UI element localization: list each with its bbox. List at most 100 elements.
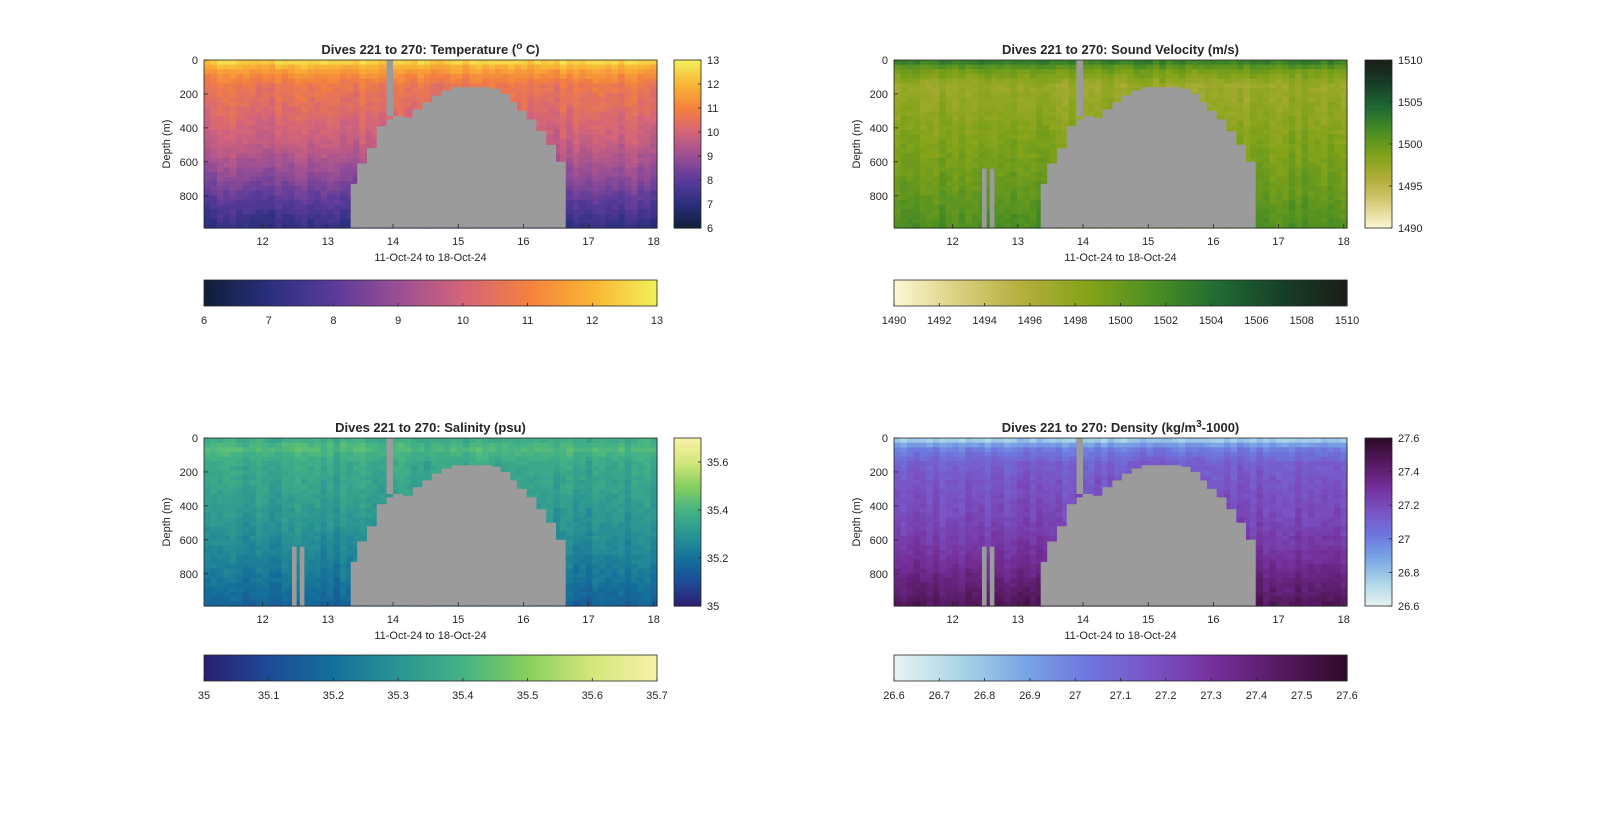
heatmap-cell [1282,83,1290,89]
heatmap-cell [242,60,250,66]
heatmap-cell [365,60,373,66]
heatmap-cell [939,195,947,201]
heatmap-cell [913,158,921,164]
colorbar-swatch [407,280,413,306]
heatmap-cell [997,92,1005,98]
heatmap-cell [579,74,587,80]
heatmap-cell [913,69,921,75]
heatmap-cell [204,130,212,136]
heatmap-cell [965,148,973,154]
heatmap-cell [1036,130,1044,136]
y-tick-label: 0 [192,55,198,67]
heatmap-cell [333,186,341,192]
heatmap-cell [255,153,263,159]
heatmap-cell [249,223,257,229]
heatmap-cell [611,214,619,220]
heatmap-cell [971,60,979,66]
heatmap-cell [346,218,354,224]
heatmap-cell [249,116,257,122]
heatmap-cell [919,186,927,192]
heatmap-cell [592,139,600,145]
heatmap-cell [249,111,257,117]
heatmap-cell [352,69,360,75]
colorbar-tick-label: 9 [707,151,713,163]
colorbar-swatch [309,280,315,306]
x-tick-label: 16 [517,236,529,248]
heatmap-cell [333,181,341,187]
heatmap-cell [1249,134,1257,140]
heatmap-cell [1139,74,1147,80]
heatmap-cell [945,88,953,94]
heatmap-cell [1062,106,1070,112]
heatmap-cell [566,64,574,70]
heatmap-cell [210,218,218,224]
heatmap-cell [223,162,231,168]
heatmap-cell [320,144,328,150]
heatmap-cell [1107,69,1115,75]
heatmap-cell [307,69,315,75]
heatmap-cell [314,83,322,89]
heatmap-cell [650,204,658,210]
heatmap-cell [1042,134,1050,140]
heatmap-cell [1139,64,1147,70]
heatmap-cell [644,139,652,145]
heatmap-cell [1282,125,1290,131]
heatmap-cell [971,186,979,192]
heatmap-cell [262,144,270,150]
heatmap-cell [585,106,593,112]
heatmap-cell [965,195,973,201]
heatmap-cell [894,162,902,168]
heatmap-cell [932,148,940,154]
heatmap-cell [939,134,947,140]
heatmap-cell [1101,74,1109,80]
heatmap-cell [624,83,632,89]
heatmap-cell [598,60,606,66]
heatmap-cell [965,172,973,178]
heatmap-cell [326,214,335,220]
heatmap-cell [965,186,973,192]
heatmap-cell [333,139,341,145]
heatmap-cell [1165,60,1173,66]
heatmap-cell [268,214,276,220]
heatmap-cell [229,181,237,187]
heatmap-cell [926,88,934,94]
heatmap-cell [572,153,580,159]
heatmap-cell [1262,130,1270,136]
heatmap-cell [913,97,921,103]
heatmap-cell [585,195,593,201]
heatmap-cell [320,74,328,80]
heatmap-cell [894,102,902,108]
heatmap-cell [579,158,587,164]
heatmap-cell [984,120,992,126]
heatmap-cell [637,172,645,178]
heatmap-cell [906,116,915,122]
heatmap-cell [1049,83,1057,89]
heatmap-cell [236,144,244,150]
heatmap-cell [236,172,244,178]
heatmap-cell [919,158,927,164]
heatmap-cell [242,92,250,98]
heatmap-cell [255,162,263,168]
heatmap-cell [926,172,934,178]
heatmap-cell [991,153,999,159]
heatmap-cell [268,74,276,80]
heatmap-cell [534,92,542,98]
heatmap-cell [469,69,477,75]
heatmap-cell [978,209,986,215]
heatmap-cell [939,190,947,196]
heatmap-cell [1275,176,1283,182]
heatmap-cell [372,120,380,126]
heatmap-cell [508,78,516,84]
heatmap-cell [598,209,606,215]
heatmap-cell [624,209,632,215]
heatmap-cell [449,69,457,75]
heatmap-cell [1224,69,1232,75]
heatmap-cell [1036,134,1044,140]
heatmap-cell [307,162,315,168]
colorbar-swatch [645,280,651,306]
heatmap-cell [894,139,902,145]
heatmap-cell [1029,106,1037,112]
heatmap-cell [326,162,335,168]
heatmap-cell [945,64,953,70]
heatmap-cell [971,64,979,70]
